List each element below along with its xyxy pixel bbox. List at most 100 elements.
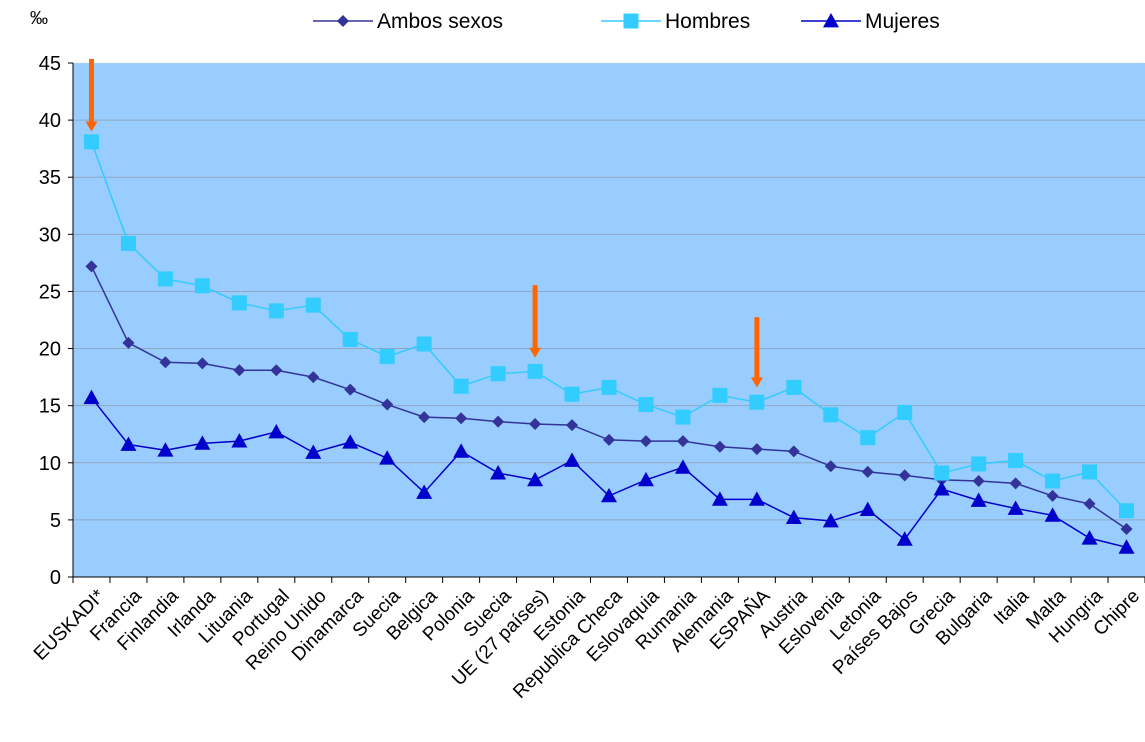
data-point-ambos-sexos [344,383,357,396]
data-point-ambos-sexos [1120,523,1133,536]
data-point-mujeres [120,436,137,451]
data-point-mujeres [822,513,839,528]
arrow-head [750,377,763,388]
data-point-mujeres [268,423,285,439]
data-point-hombres [712,387,728,403]
legend-item-hombres: Hombres [601,10,750,33]
data-point-mujeres [748,491,765,506]
data-point-hombres [1045,473,1061,489]
series-hombres [83,134,1135,519]
data-point-hombres [1119,503,1135,519]
data-point-ambos-sexos [787,445,800,458]
data-point-ambos-sexos [713,440,726,453]
axes: 0 5 10 15 20 25 30 35 40 45 [39,53,1145,589]
data-point-hombres [823,407,839,423]
arrow-head [85,121,98,132]
data-point-mujeres [1007,500,1024,515]
data-point-ambos-sexos [676,435,689,448]
data-point-hombres [860,430,876,446]
data-point-mujeres [970,492,987,507]
data-point-hombres [934,465,950,481]
y-tick-label: 30 [39,224,61,246]
data-point-hombres [194,278,210,294]
y-tick-label: 5 [50,510,61,532]
data-point-mujeres [601,487,617,503]
data-point-hombres [564,386,580,402]
data-point-ambos-sexos [418,411,431,424]
data-point-ambos-sexos [1046,489,1059,502]
data-point-mujeres [674,459,691,474]
data-point-ambos-sexos [639,435,652,448]
data-point-hombres [786,379,802,395]
data-point-ambos-sexos [381,398,394,411]
data-point-mujeres [231,433,248,448]
data-point-mujeres [564,452,581,467]
data-point-hombres [1082,464,1098,480]
series-mujeres [83,389,1135,554]
data-point-hombres [971,456,987,472]
data-point-mujeres [194,435,211,450]
annotations [85,59,763,388]
data-point-hombres [638,397,654,413]
data-point-mujeres [453,443,470,458]
data-point-mujeres [527,471,544,487]
legend: Ambos sexos Hombres Mujeres [313,10,940,33]
data-point-mujeres [342,434,359,449]
data-point-ambos-sexos [85,260,98,273]
data-point-ambos-sexos [159,356,172,369]
data-point-ambos-sexos [492,415,505,428]
data-point-mujeres [1081,530,1098,545]
data-point-hombres [120,235,136,251]
data-point-hombres [305,297,321,313]
y-tick-label: 0 [50,567,61,589]
data-point-hombres [897,405,913,421]
data-point-hombres [1008,452,1024,468]
data-point-mujeres [490,465,507,480]
legend-item-ambos-sexos: Ambos sexos [313,10,503,33]
data-point-ambos-sexos [861,465,874,478]
legend-label: Mujeres [865,10,940,33]
grid-lines [73,62,1145,521]
data-point-hombres [379,349,395,365]
y-tick-label: 15 [39,396,61,418]
data-point-ambos-sexos [824,460,837,473]
data-point-ambos-sexos [750,443,763,456]
data-point-ambos-sexos [270,364,283,377]
data-point-hombres [453,378,469,394]
legend-item-mujeres: Mujeres [801,10,940,33]
data-point-ambos-sexos [122,336,135,349]
data-point-ambos-sexos [196,357,209,370]
legend-label: Hombres [665,10,750,33]
legend-marker-hombres [623,13,639,29]
data-point-hombres [342,331,358,347]
y-tick-label: 25 [39,281,61,303]
data-point-hombres [749,394,765,410]
data-point-ambos-sexos [603,433,615,446]
data-point-mujeres [896,531,913,546]
y-tick-label: 20 [39,339,61,361]
data-point-ambos-sexos [455,412,468,425]
y-tick-label: 10 [39,453,61,475]
y-tick-label: 40 [39,110,61,132]
data-point-mujeres [83,389,100,405]
data-point-mujeres [933,481,950,496]
legend-marker-ambos-sexos [337,15,349,27]
legend-marker-mujeres [823,13,839,28]
data-point-hombres [490,366,506,382]
category-labels: EUSKADI*FranciaFinlandiaIrlandaLituaniaP… [30,585,1144,703]
y-axis-unit-label: ‰ [30,8,48,28]
data-point-ambos-sexos [529,417,542,430]
data-point-hombres [527,363,543,379]
data-point-mujeres [379,450,396,465]
y-tick-label: 35 [39,167,61,189]
arrow-head [529,347,542,358]
data-point-ambos-sexos [307,371,320,384]
data-point-ambos-sexos [566,419,579,432]
data-point-hombres [416,336,432,352]
series [83,134,1135,554]
data-point-mujeres [1044,507,1061,522]
series-ambos-sexos [85,260,1133,536]
legend-label: Ambos sexos [377,10,503,33]
data-point-ambos-sexos [972,475,985,488]
